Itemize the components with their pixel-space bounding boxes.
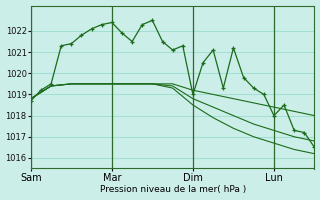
X-axis label: Pression niveau de la mer( hPa ): Pression niveau de la mer( hPa ) (100, 185, 246, 194)
